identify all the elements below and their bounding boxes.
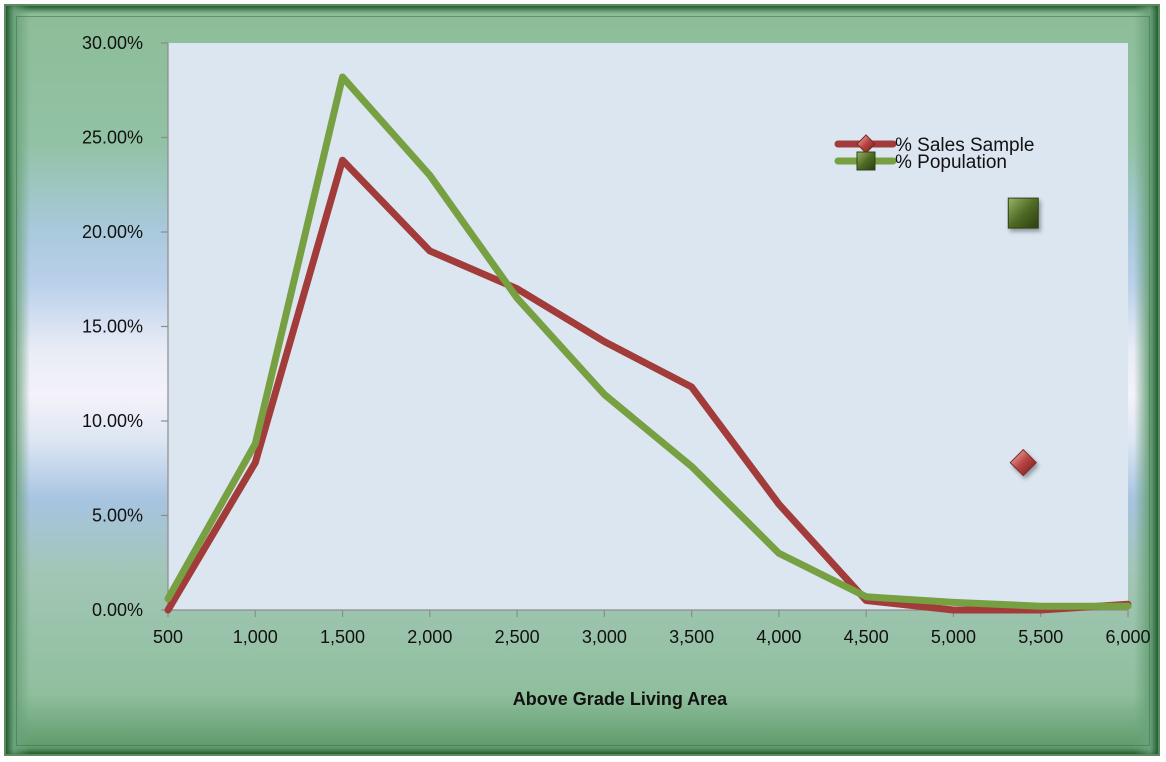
x-tick-label: 3,500 xyxy=(669,627,714,647)
legend-item-population: % Population xyxy=(834,151,1007,173)
series-lines xyxy=(164,73,1132,614)
x-axis-title: Above Grade Living Area xyxy=(513,689,728,709)
chart-inner-border xyxy=(16,16,1150,746)
square-marker xyxy=(1007,197,1039,229)
stray-markers xyxy=(1007,197,1039,477)
legend-label-population: % Population xyxy=(895,152,1007,173)
legend-square-icon xyxy=(856,151,876,171)
y-axis-tick-labels: 0.00% 5.00% 10.00% 15.00% 20.00% 25.00% 30.00% xyxy=(82,33,143,620)
plot-area xyxy=(168,43,1128,610)
legend-label-sales-sample: % Sales Sample xyxy=(895,135,1034,156)
x-tick-label: 4,000 xyxy=(756,627,801,647)
y-tick-label: 0.00% xyxy=(92,600,143,620)
x-tick-label: 1,500 xyxy=(320,627,365,647)
series-line-sales-sample xyxy=(164,156,1132,614)
x-tick-label: 500 xyxy=(153,627,183,647)
y-tick-label: 30.00% xyxy=(82,33,143,53)
legend: % Sales Sample % Population xyxy=(834,134,1034,173)
x-tick-label: 1,000 xyxy=(233,627,278,647)
x-tick-label: 2,000 xyxy=(407,627,452,647)
x-tick-label: 5,000 xyxy=(931,627,976,647)
legend-item-sales-sample: % Sales Sample xyxy=(834,134,1034,156)
y-tick-label: 25.00% xyxy=(82,128,143,148)
y-tick-label: 5.00% xyxy=(92,506,143,526)
x-tick-label: 6,000 xyxy=(1105,627,1150,647)
y-tick-label: 20.00% xyxy=(82,222,143,242)
x-axis-tick-labels: 500 1,000 1,500 2,000 2,500 3,000 3,500 4,000 4,… xyxy=(153,627,1151,647)
x-tick-label: 5,500 xyxy=(1018,627,1063,647)
diamond-marker xyxy=(1009,448,1037,477)
x-tick-label: 4,500 xyxy=(844,627,889,647)
x-tick-label: 2,500 xyxy=(495,627,540,647)
series-line-population xyxy=(164,73,1132,610)
y-tick-label: 10.00% xyxy=(82,411,143,431)
y-tick-label: 15.00% xyxy=(82,317,143,337)
x-tick-label: 3,000 xyxy=(582,627,627,647)
